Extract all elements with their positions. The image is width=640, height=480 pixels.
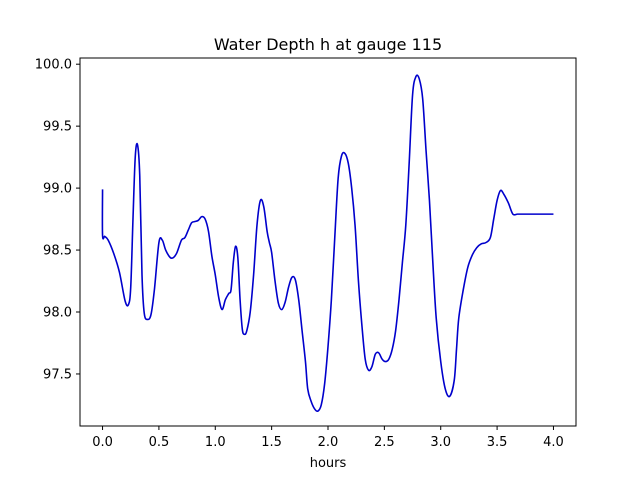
y-tick-label: 98.0 xyxy=(43,306,72,321)
y-tick-label: 99.0 xyxy=(43,182,72,197)
x-tick-label: 0.0 xyxy=(92,435,113,450)
y-tick-label: 100.0 xyxy=(35,58,72,73)
x-tick-label: 1.5 xyxy=(261,435,282,450)
x-tick-label: 2.5 xyxy=(374,435,395,450)
x-tick-label: 1.0 xyxy=(205,435,226,450)
plot-area xyxy=(79,57,577,427)
x-tick-label: 3.5 xyxy=(487,435,508,450)
x-axis-label: hours xyxy=(310,456,347,471)
x-tick-label: 3.0 xyxy=(430,435,451,450)
plot-frame xyxy=(79,57,577,427)
x-tick-label: 2.0 xyxy=(318,435,339,450)
y-tick-label: 97.5 xyxy=(43,367,72,382)
series-line-0 xyxy=(101,74,554,413)
x-tick-label: 0.5 xyxy=(149,435,170,450)
x-tick-label: 4.0 xyxy=(543,435,564,450)
y-tick-label: 98.5 xyxy=(43,244,72,259)
y-axis: 97.5 98.0 98.5 99.0 99.5 100.0 xyxy=(35,58,80,382)
x-axis: 0.0 0.5 1.0 1.5 2.0 2.5 3.0 3.5 4.0 xyxy=(92,426,564,450)
y-tick-label: 99.5 xyxy=(43,120,72,135)
chart-title: Water Depth h at gauge 115 xyxy=(214,35,442,54)
